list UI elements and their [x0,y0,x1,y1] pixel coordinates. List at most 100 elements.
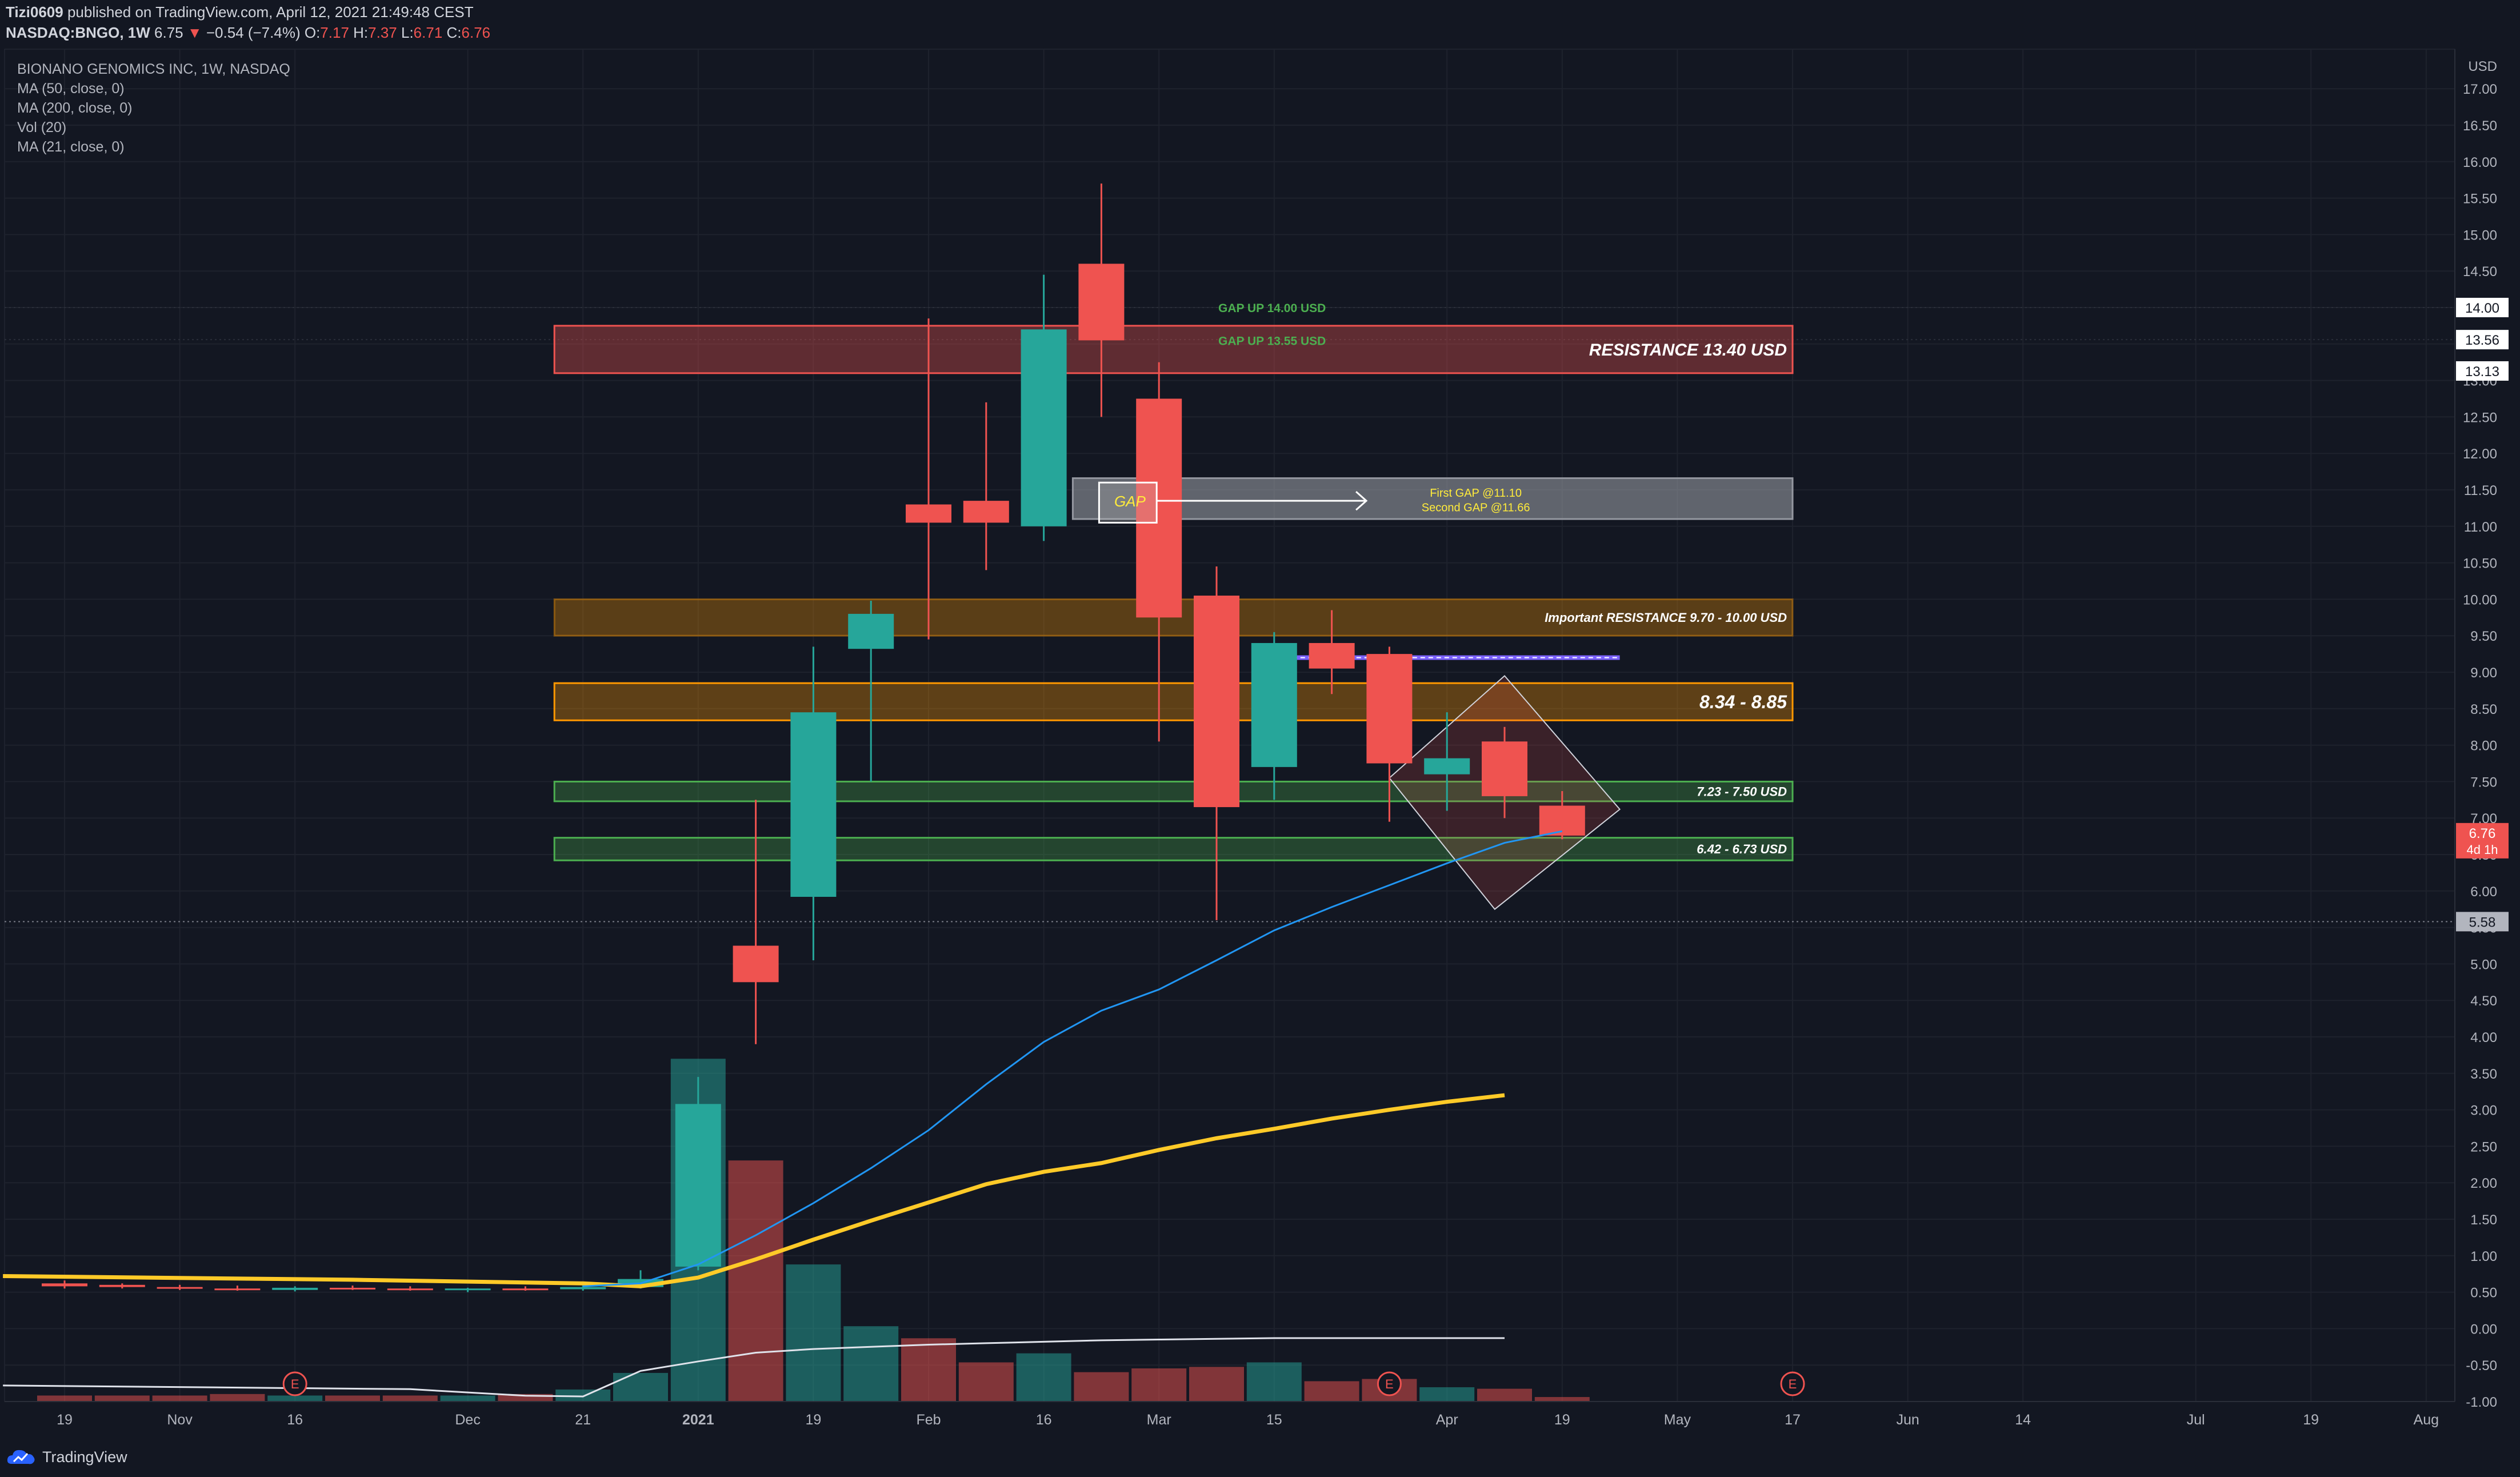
time-tick-label: 16 [1036,1412,1052,1428]
volume-bar[interactable] [901,1338,956,1402]
candle-body[interactable] [1366,654,1413,764]
volume-bar[interactable] [1189,1367,1244,1402]
volume-bar[interactable] [843,1326,899,1402]
price-tick-label: 7.50 [2470,775,2497,790]
volume-bar[interactable] [1074,1372,1129,1402]
price-tick-label: 4.00 [2470,1030,2497,1045]
candle-body[interactable] [42,1283,87,1287]
legend-ma200[interactable]: MA (200, close, 0) [17,100,133,116]
volume-bar[interactable] [613,1372,668,1402]
volume-bar[interactable] [1131,1368,1187,1402]
published-text: published on TradingView.com, April 12, … [67,3,474,21]
volume-bar[interactable] [786,1264,841,1402]
volume-bar[interactable] [1246,1362,1302,1402]
zone-gap-zone[interactable] [1071,477,1794,520]
zone-support-7-23[interactable] [553,780,1794,803]
close-value: 6.76 [461,24,491,41]
candle-body[interactable] [445,1288,491,1291]
volume-bar[interactable] [1016,1353,1071,1402]
volume-bar[interactable] [958,1362,1014,1402]
volume-bar[interactable] [94,1395,150,1402]
volume-bar[interactable] [1477,1388,1532,1402]
high-label: H: [353,24,369,41]
candle-body[interactable] [1021,329,1067,526]
price-tick-label: 2.50 [2470,1139,2497,1155]
candle-body[interactable] [330,1287,375,1290]
earnings-marker-icon[interactable] [1780,1371,1805,1396]
price-unit-label: USD [2468,59,2497,74]
volume-ma-line[interactable] [3,1337,1505,1398]
indicator-legend: BIONANO GENOMICS INC, 1W, NASDAQ MA (50,… [17,59,290,157]
volume-bar[interactable] [728,1160,783,1402]
symbol-line: NASDAQ:BNGO, 1W 6.75 ▼ −0.54 (−7.4%) O:7… [6,24,490,42]
candle-body[interactable] [214,1288,261,1291]
volume-bar[interactable] [1304,1381,1359,1402]
price-axis-badge[interactable] [2456,361,2509,381]
ma21-line[interactable] [583,830,1563,1287]
candle-body[interactable] [1539,805,1585,836]
candle-body[interactable] [387,1288,433,1291]
candle-body[interactable] [1309,642,1355,669]
candle-body[interactable] [675,1104,721,1267]
zone-label: 8.34 - 8.85 [1699,692,1787,712]
price-tick-label: 16.00 [2463,155,2497,170]
volume-bar[interactable] [382,1395,438,1402]
zone-support-6-42[interactable] [553,837,1794,861]
brand-name: TradingView [42,1448,127,1466]
volume-bar[interactable] [1534,1397,1590,1402]
time-tick-label: Feb [916,1412,941,1428]
candle-body[interactable] [99,1284,145,1287]
zone-resistance-13-40[interactable] [553,325,1794,374]
author-name[interactable]: Tizi0609 [6,3,63,21]
zone-support-8-34[interactable] [553,682,1794,721]
ma50-line[interactable] [3,1093,1505,1288]
time-tick-label: 19 [805,1412,821,1428]
price-axis-badge[interactable] [2456,823,2509,859]
candle-body[interactable] [1194,596,1239,808]
candle-body[interactable] [157,1287,203,1289]
volume-bar[interactable] [1419,1387,1475,1402]
candle-body[interactable] [502,1288,549,1291]
candle-body[interactable] [272,1287,318,1290]
candle-body[interactable] [906,504,951,523]
time-tick-label: 19 [57,1412,73,1428]
price-tick-label: 1.50 [2470,1212,2497,1228]
volume-bar[interactable] [152,1395,207,1402]
volume-bar[interactable] [37,1395,92,1402]
legend-ma50[interactable]: MA (50, close, 0) [17,81,125,97]
low-value: 6.71 [413,24,443,41]
gap-box[interactable] [1098,481,1158,524]
symbol-name[interactable]: NASDAQ:BNGO, 1W [6,24,150,41]
legend-ma21[interactable]: MA (21, close, 0) [17,139,125,155]
volume-bar[interactable] [210,1394,265,1402]
volume-bar[interactable] [440,1395,495,1402]
candle-body[interactable] [963,501,1009,523]
price-axis-badge[interactable] [2456,330,2509,350]
volume-bar[interactable] [267,1395,323,1402]
candle-body[interactable] [733,945,779,983]
price-axis-badge[interactable] [2456,298,2509,317]
candle-body[interactable] [1424,758,1470,775]
gap-note: First GAP @11.10 [1430,487,1522,500]
price-axis-badge-value: 13.56 [2465,333,2499,348]
price-tick-label: 12.50 [2463,410,2497,425]
candle-body[interactable] [1136,398,1182,618]
time-tick-label: Apr [1436,1412,1458,1428]
legend-series-title[interactable]: BIONANO GENOMICS INC, 1W, NASDAQ [17,61,290,77]
price-axis-badge[interactable] [2456,912,2509,932]
earnings-marker-icon[interactable] [282,1371,307,1396]
price-tick-label: 3.50 [2470,1067,2497,1082]
candle-body[interactable] [790,712,837,897]
earnings-marker-icon[interactable] [1377,1371,1402,1396]
candle-body[interactable] [560,1287,606,1290]
candle-body[interactable] [848,613,894,649]
candle-body[interactable] [1482,741,1527,796]
legend-volume[interactable]: Vol (20) [17,119,67,135]
volume-bar[interactable] [325,1395,380,1402]
candle-body[interactable] [1078,264,1125,341]
time-tick-label: 16 [287,1412,303,1428]
candle-body[interactable] [1251,642,1297,767]
low-label: L: [401,24,414,41]
tradingview-brand[interactable]: TradingView [6,1444,127,1470]
